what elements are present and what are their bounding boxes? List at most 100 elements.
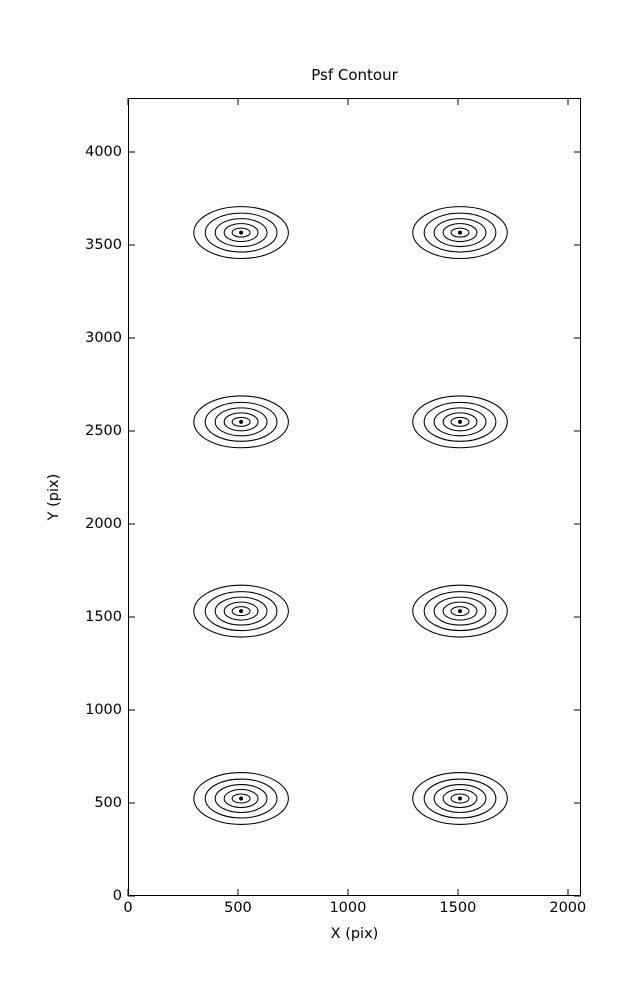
- contour-level-5: [451, 607, 469, 616]
- y-axis-label: Y (pix): [46, 473, 62, 521]
- contour-level-1: [194, 207, 289, 259]
- x-tick-top-1000: [347, 98, 349, 105]
- x-axis-label: X (pix): [330, 926, 379, 942]
- x-tick-1500: [457, 889, 459, 896]
- contour-level-2: [205, 592, 277, 631]
- y-tick-3500: [128, 244, 135, 246]
- psf-peak-marker: [458, 419, 463, 424]
- psf-source-psf-7: [194, 773, 289, 825]
- x-tick-label-text: 1500: [439, 900, 477, 916]
- contour-level-3: [215, 408, 267, 436]
- x-tick-2000: [567, 889, 569, 896]
- contour-level-3: [434, 408, 486, 436]
- y-tick-label-text: 3000: [85, 329, 122, 346]
- x-tick-0: [127, 889, 129, 896]
- contour-level-1: [194, 773, 289, 825]
- psf-peak-marker: [458, 230, 463, 235]
- y-tick-label-text: 2500: [85, 422, 122, 439]
- x-tick-label-text: 2000: [549, 900, 587, 916]
- y-tick-label-text: 4000: [85, 143, 122, 160]
- x-tick-1000: [347, 889, 349, 896]
- psf-source-psf-3: [194, 396, 289, 448]
- y-tick-label-text: 0: [112, 888, 122, 904]
- y-tick-right-3500: [574, 244, 581, 246]
- contour-level-1: [413, 396, 508, 448]
- contour-level-1: [413, 585, 508, 637]
- y-tick-0: [128, 895, 135, 897]
- x-tick-top-0: [127, 98, 129, 105]
- y-tick-label-text: 500: [94, 794, 122, 811]
- psf-source-psf-8: [413, 773, 508, 825]
- contour-level-3: [215, 597, 267, 625]
- psf-peak-marker: [458, 609, 463, 614]
- contour-level-3: [434, 785, 486, 813]
- y-tick-right-4000: [574, 151, 581, 153]
- contour-level-2: [424, 592, 496, 631]
- page-title: Psf Contour: [311, 66, 398, 84]
- contour-level-4: [443, 224, 477, 242]
- psf-peak-marker: [239, 419, 244, 424]
- y-tick-1500: [128, 616, 135, 618]
- contour-level-5: [232, 417, 250, 426]
- y-tick-right-3000: [574, 337, 581, 339]
- x-tick-label-text: 500: [224, 900, 252, 916]
- plot-axes-frame: [128, 98, 581, 896]
- y-tick-label-text: 2000: [85, 515, 122, 532]
- plot-area: [129, 99, 580, 895]
- psf-source-psf-5: [194, 585, 289, 637]
- y-tick-right-500: [574, 802, 581, 804]
- contour-level-5: [232, 228, 250, 237]
- x-tick-label-text: 1000: [329, 900, 367, 916]
- y-tick-label-text: 1000: [85, 701, 122, 718]
- contour-level-5: [451, 794, 469, 803]
- contour-level-3: [215, 785, 267, 813]
- contour-level-1: [413, 773, 508, 825]
- y-tick-500: [128, 802, 135, 804]
- contour-level-2: [424, 213, 496, 252]
- contour-level-1: [194, 585, 289, 637]
- contour-level-1: [413, 207, 508, 259]
- contour-level-4: [224, 413, 258, 431]
- contour-level-4: [224, 790, 258, 808]
- psf-source-psf-1: [194, 207, 289, 259]
- y-tick-label-text: 3500: [85, 236, 122, 253]
- psf-peak-marker: [239, 230, 244, 235]
- y-tick-right-0: [574, 895, 581, 897]
- psf-peak-marker: [239, 609, 244, 614]
- y-tick-4000: [128, 151, 135, 153]
- y-tick-2000: [128, 523, 135, 525]
- contour-level-3: [215, 219, 267, 247]
- y-tick-right-1500: [574, 616, 581, 618]
- x-tick-top-2000: [567, 98, 569, 105]
- y-tick-1000: [128, 709, 135, 711]
- y-tick-label-text: 1500: [85, 608, 122, 625]
- psf-source-psf-2: [413, 207, 508, 259]
- contour-level-5: [232, 794, 250, 803]
- contour-level-3: [434, 597, 486, 625]
- contour-level-4: [443, 413, 477, 431]
- contour-level-2: [205, 402, 277, 441]
- y-tick-right-2000: [574, 523, 581, 525]
- contour-level-2: [205, 779, 277, 818]
- psf-peak-marker: [239, 796, 244, 801]
- x-tick-top-1500: [457, 98, 459, 105]
- contour-level-4: [443, 790, 477, 808]
- x-tick-top-500: [237, 98, 239, 105]
- contour-level-5: [451, 417, 469, 426]
- psf-source-psf-6: [413, 585, 508, 637]
- y-tick-right-2500: [574, 430, 581, 432]
- contour-level-2: [205, 213, 277, 252]
- contour-level-5: [451, 228, 469, 237]
- contour-level-4: [224, 602, 258, 620]
- contour-level-1: [194, 396, 289, 448]
- y-tick-right-1000: [574, 709, 581, 711]
- contour-level-2: [424, 402, 496, 441]
- psf-source-psf-4: [413, 396, 508, 448]
- contour-plot-svg: [129, 99, 580, 895]
- y-tick-3000: [128, 337, 135, 339]
- contour-level-5: [232, 607, 250, 616]
- contour-level-3: [434, 219, 486, 247]
- x-tick-label-text: 0: [123, 900, 133, 916]
- contour-level-2: [424, 779, 496, 818]
